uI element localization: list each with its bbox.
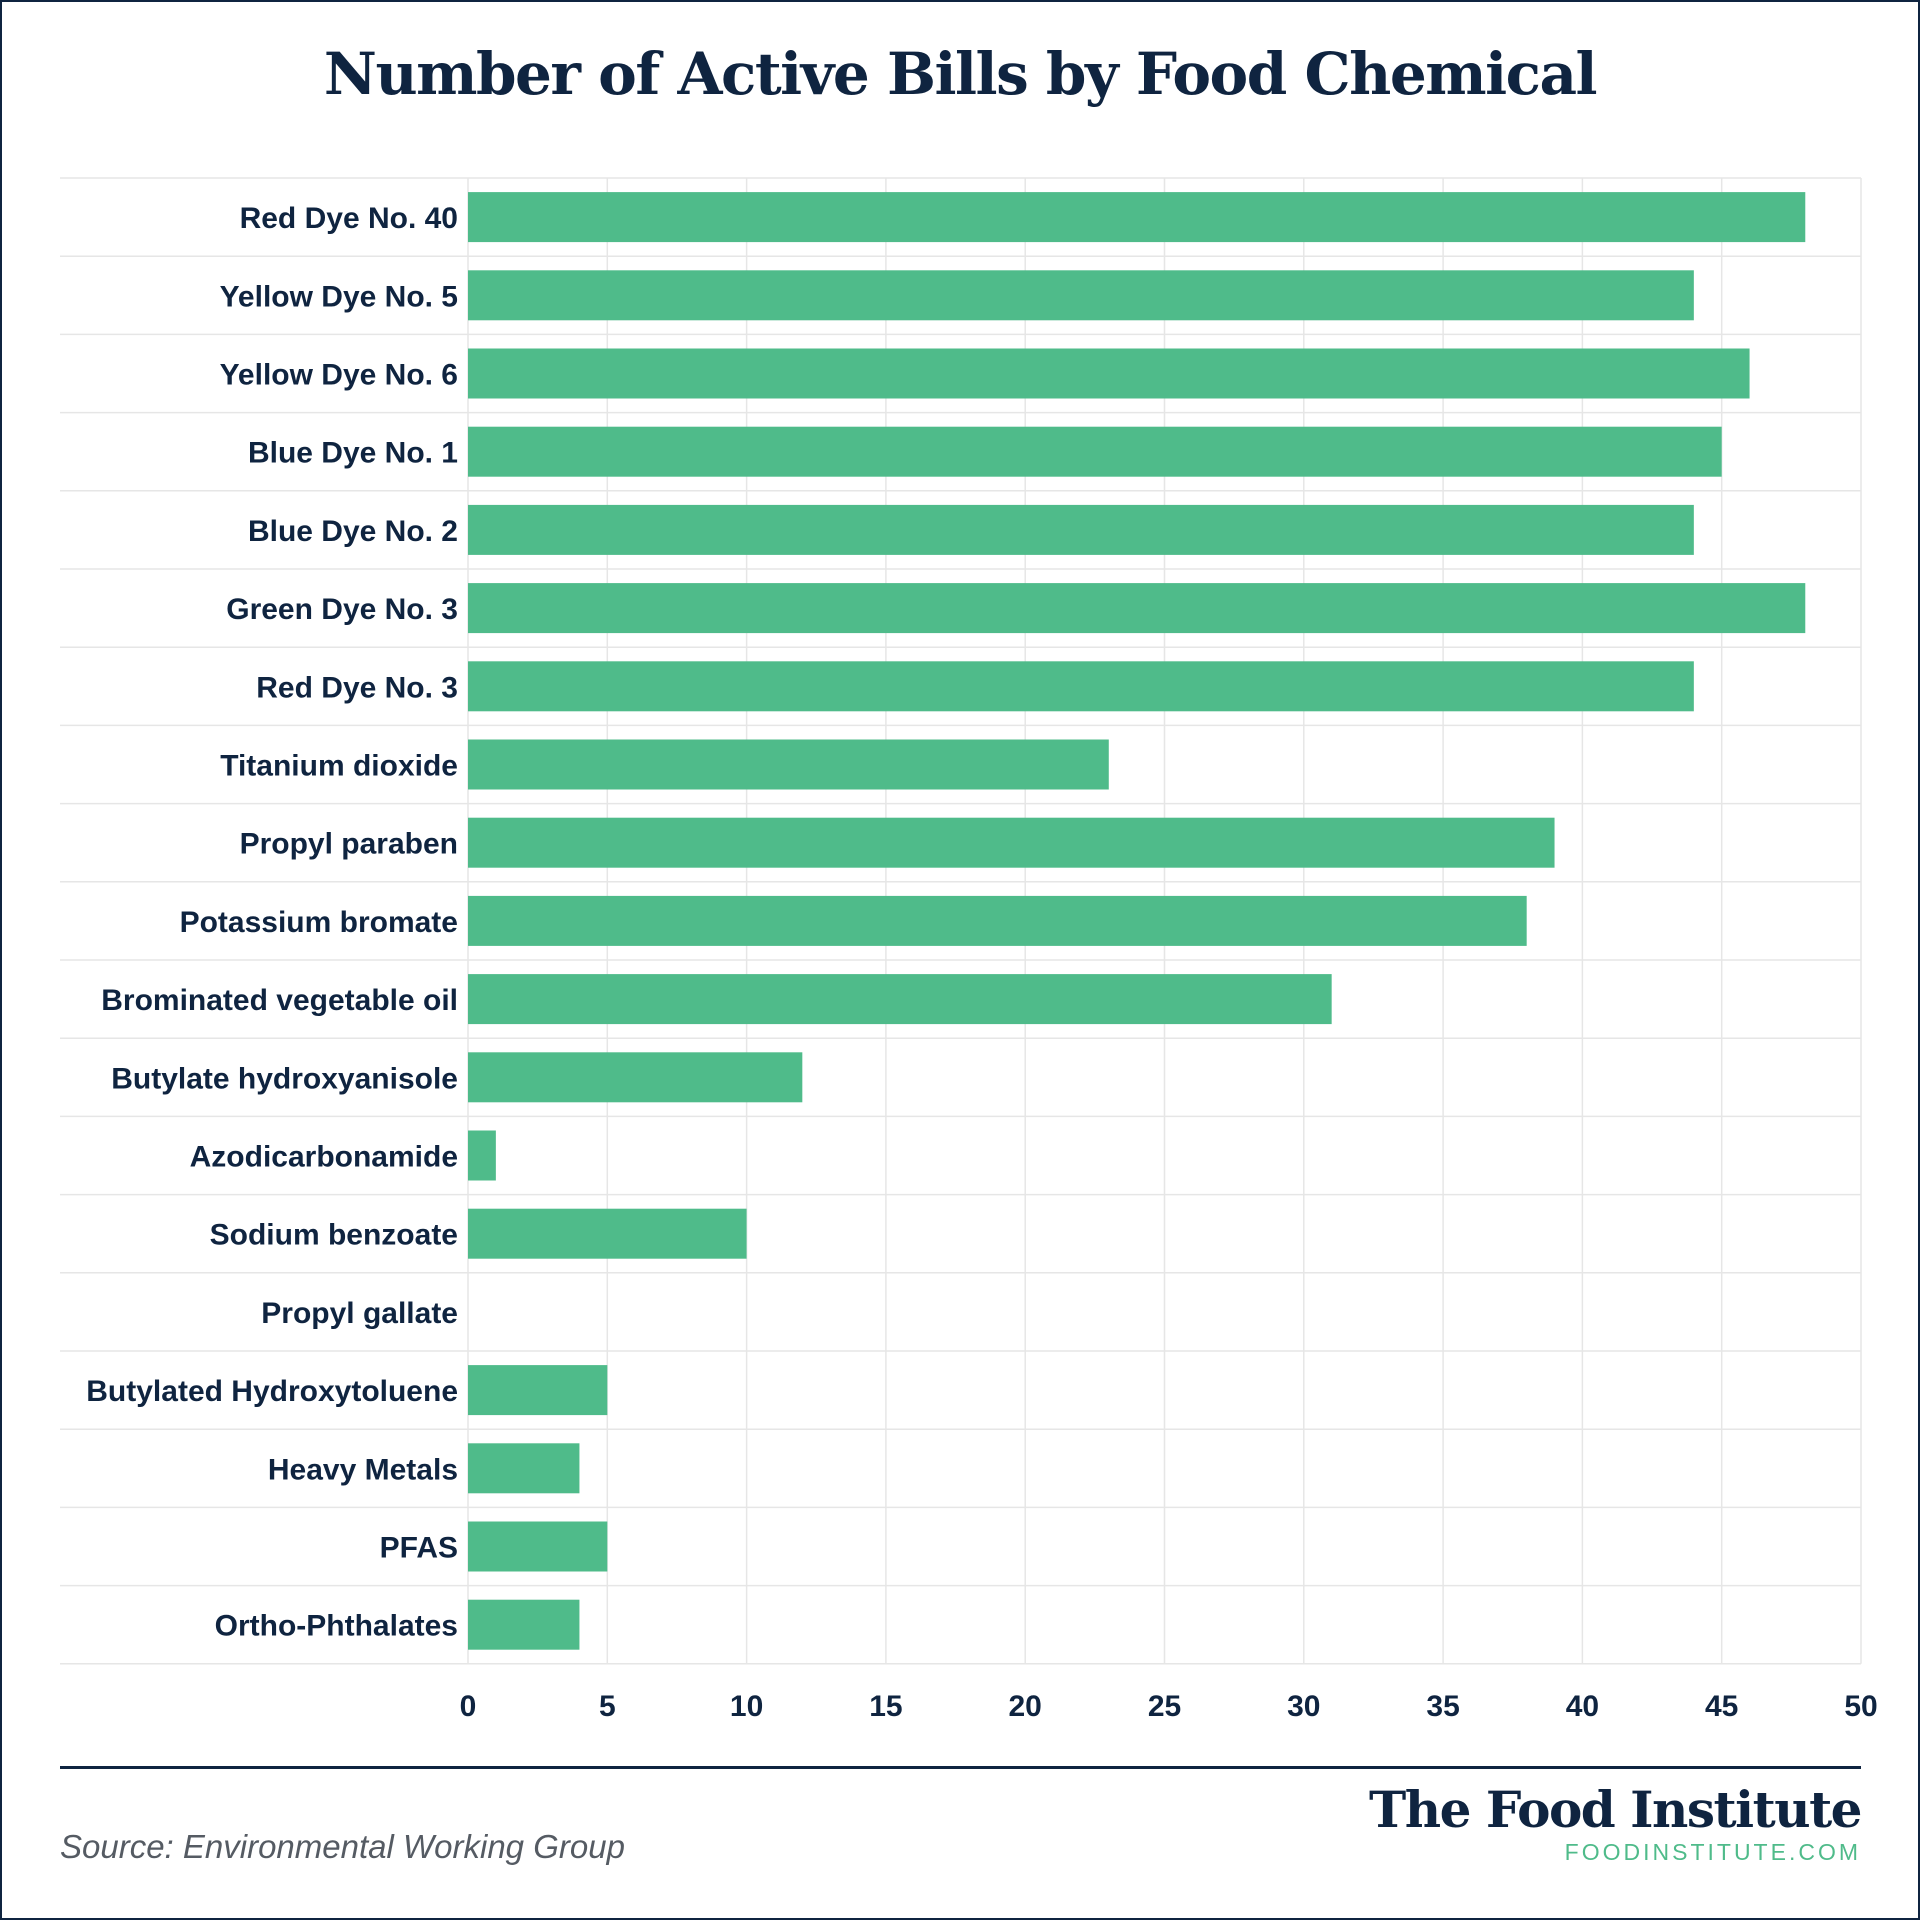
bar [468,1130,496,1181]
category-label: Titanium dioxide [220,750,458,783]
x-tick-label: 20 [1009,1690,1042,1720]
category-label: Red Dye No. 3 [256,671,458,704]
bar [468,1208,747,1259]
bar [468,426,1722,477]
category-label: Blue Dye No. 2 [248,515,458,548]
category-label: Ortho-Phthalates [215,1610,458,1643]
category-label: PFAS [380,1532,458,1565]
bar [468,348,1750,399]
bar [468,583,1806,634]
bar [468,1365,608,1416]
category-labels: Red Dye No. 40 Yellow Dye No. 5 Yellow Dye… [86,202,458,1643]
category-label: Potassium bromate [180,906,458,939]
category-label: Propyl gallate [261,1297,458,1330]
bar [468,504,1694,555]
x-tick-label: 40 [1566,1690,1599,1720]
x-tick-label: 10 [730,1690,763,1720]
bar [468,1599,580,1650]
bar [468,1521,608,1572]
category-label: Yellow Dye No. 6 [220,359,458,392]
category-label: Brominated vegetable oil [101,984,458,1017]
bar-chart: Red Dye No. 40 Yellow Dye No. 5 Yellow Dye… [60,177,1878,1720]
bar [468,192,1806,243]
x-tick-label: 25 [1148,1690,1181,1720]
x-tick-label: 45 [1705,1690,1738,1720]
category-label: Azodicarbonamide [190,1141,458,1174]
x-tick-label: 0 [460,1690,477,1720]
category-label: Butylate hydroxyanisole [111,1062,458,1095]
category-label: Sodium benzoate [210,1219,458,1252]
bar [468,817,1555,868]
source-note: Source: Environmental Working Group [60,1828,625,1865]
x-axis-ticks: 0 5 10 15 20 25 30 35 40 45 50 [460,1690,1878,1720]
category-label: Butylated Hydroxytoluene [86,1375,458,1408]
bar [468,739,1109,790]
x-tick-label: 35 [1426,1690,1459,1720]
brand-url: FOODINSTITUTE.COM [1564,1839,1861,1865]
bar [468,661,1694,712]
category-label: Red Dye No. 40 [240,202,458,235]
bar [468,974,1332,1025]
bar [468,895,1527,946]
footer-divider [60,1766,1861,1769]
grid [60,177,1862,1665]
chart-title: Number of Active Bills by Food Chemical [323,40,1598,108]
brand-name: The Food Institute [1369,1780,1862,1839]
category-label: Blue Dye No. 1 [248,437,458,470]
bars [468,192,1806,1650]
category-label: Green Dye No. 3 [226,593,458,626]
category-label: Propyl paraben [240,828,458,861]
x-tick-label: 5 [599,1690,616,1720]
brand-logo: The Food Institute FOODINSTITUTE.COM [1369,1780,1862,1866]
category-label: Heavy Metals [268,1453,458,1486]
bar [468,1443,580,1494]
x-tick-label: 30 [1287,1690,1320,1720]
bar [468,1052,803,1103]
x-tick-label: 15 [869,1690,902,1720]
bar [468,270,1694,321]
category-label: Yellow Dye No. 5 [220,280,458,313]
x-tick-label: 50 [1844,1690,1877,1720]
